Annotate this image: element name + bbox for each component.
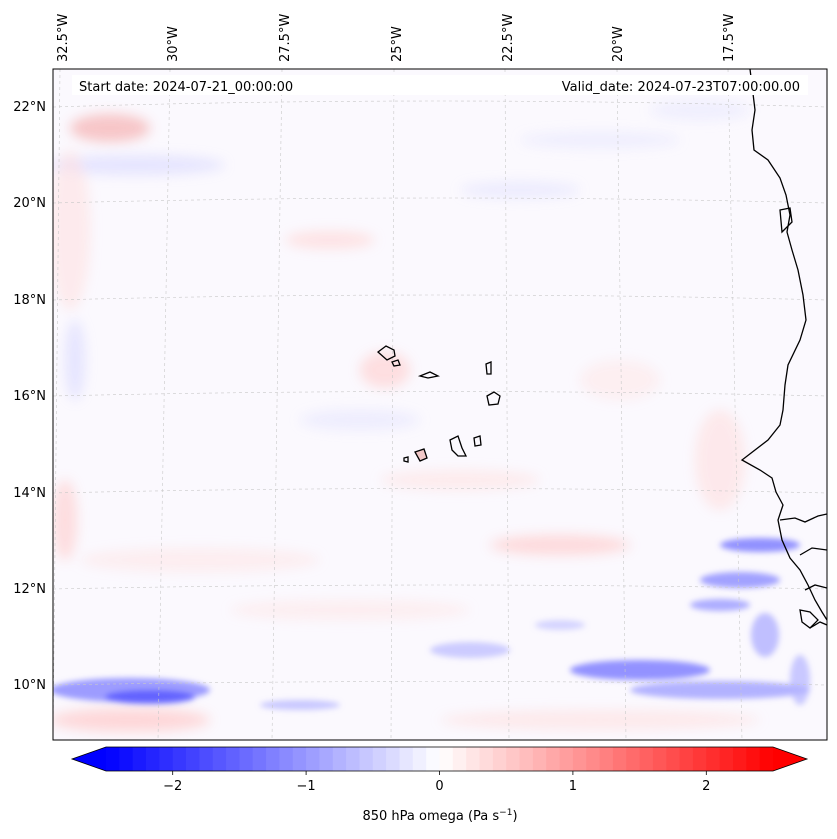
colorbar-cell	[692, 747, 707, 771]
colorbar-cell	[519, 747, 534, 771]
lat-label-12n: 12°N	[13, 582, 46, 597]
lon-label-20w: 20°W	[611, 26, 626, 62]
island-santo-antao	[376, 345, 396, 361]
colorbar-cell	[572, 747, 587, 771]
omega-field	[53, 100, 810, 732]
colorbar: −2 −1 0 1 2 850 hPa omega (Pa s−1)	[70, 746, 809, 824]
colorbar-cell	[266, 747, 281, 771]
colorbar-cell	[626, 747, 641, 771]
coastline	[740, 69, 827, 629]
colorbar-tick-label: 2	[702, 779, 710, 794]
colorbar-cells	[106, 747, 774, 771]
colorbar-ticks: −2 −1 0 1 2	[163, 771, 710, 794]
colorbar-cell	[706, 747, 721, 771]
colorbar-cell	[439, 747, 454, 771]
island-sao-vicente	[391, 359, 401, 367]
colorbar-cell	[172, 747, 187, 771]
lon-label-25w: 25°W	[390, 26, 405, 62]
colorbar-cell	[492, 747, 507, 771]
colorbar-cell	[599, 747, 614, 771]
colorbar-cell	[386, 747, 401, 771]
colorbar-cell	[586, 747, 601, 771]
colorbar-cell	[452, 747, 467, 771]
map-panel	[53, 69, 827, 740]
colorbar-tick-label: 0	[435, 779, 443, 794]
colorbar-cell	[252, 747, 267, 771]
gridlines	[53, 69, 827, 740]
colorbar-cell	[679, 747, 694, 771]
island-sao-nicolau	[417, 371, 440, 379]
colorbar-label: 850 hPa omega (Pa s−1)	[362, 808, 517, 824]
colorbar-cell	[306, 747, 321, 771]
colorbar-cell	[399, 747, 414, 771]
cape-verde-islands	[376, 345, 501, 463]
lon-label-32-5w: 32.5°W	[56, 14, 71, 62]
colorbar-cell	[239, 747, 254, 771]
lon-label-17-5w: 17.5°W	[722, 14, 737, 62]
lon-label-27-5w: 27.5°W	[278, 14, 293, 62]
colorbar-cell	[652, 747, 667, 771]
island-santiago	[449, 435, 468, 457]
lon-label-30w: 30°W	[166, 26, 181, 62]
island-maio	[473, 435, 482, 447]
lon-label-22-5w: 22.5°W	[501, 14, 516, 62]
colorbar-cell	[732, 747, 747, 771]
colorbar-cell	[466, 747, 481, 771]
colorbar-cell	[372, 747, 387, 771]
colorbar-cell	[719, 747, 734, 771]
colorbar-outline	[70, 746, 809, 772]
colorbar-cell	[279, 747, 294, 771]
lat-label-10n: 10°N	[13, 678, 46, 693]
lat-label-16n: 16°N	[13, 389, 46, 404]
valid-date-text: Valid_date: 2024-07-23T07:00:00.00	[562, 80, 800, 95]
latitude-labels: 22°N 20°N 18°N 16°N 14°N 12°N 10°N	[13, 100, 46, 693]
island-fogo	[414, 448, 428, 462]
map-background	[53, 69, 827, 740]
colorbar-cell	[119, 747, 134, 771]
start-date-text: Start date: 2024-07-21_00:00:00	[79, 80, 293, 95]
longitude-labels: 32.5°W 30°W 27.5°W 25°W 22.5°W 20°W 17.5…	[56, 14, 737, 62]
colorbar-cell	[506, 747, 521, 771]
colorbar-cell	[159, 747, 174, 771]
colorbar-cell	[346, 747, 361, 771]
lat-label-22n: 22°N	[13, 100, 46, 115]
colorbar-cell	[759, 747, 774, 771]
island-brava	[403, 456, 409, 463]
colorbar-cell	[212, 747, 227, 771]
colorbar-cell	[639, 747, 654, 771]
date-header: Start date: 2024-07-21_00:00:00 Valid_da…	[72, 75, 808, 95]
colorbar-cell	[319, 747, 334, 771]
colorbar-extend-low	[72, 747, 106, 771]
colorbar-cell	[146, 747, 160, 771]
date-header-box	[72, 75, 808, 95]
island-sal	[485, 361, 492, 375]
map-frame	[52, 68, 828, 741]
lat-label-18n: 18°N	[13, 293, 46, 308]
colorbar-cell	[559, 747, 574, 771]
colorbar-cell	[186, 747, 200, 771]
colorbar-cell	[132, 747, 147, 771]
colorbar-cell	[226, 747, 240, 771]
colorbar-cell	[666, 747, 681, 771]
colorbar-cell	[532, 747, 547, 771]
colorbar-extend-high	[773, 747, 807, 771]
colorbar-cell	[426, 747, 441, 771]
lat-label-14n: 14°N	[13, 486, 46, 501]
lat-label-20n: 20°N	[13, 196, 46, 211]
colorbar-tick-label: 1	[569, 779, 577, 794]
colorbar-tick-label: −2	[163, 779, 182, 794]
colorbar-cell	[106, 747, 120, 771]
colorbar-cell	[412, 747, 427, 771]
colorbar-cell	[359, 747, 374, 771]
colorbar-cell	[612, 747, 627, 771]
colorbar-cell	[546, 747, 561, 771]
colorbar-tick-label: −1	[297, 779, 316, 794]
colorbar-cell	[199, 747, 214, 771]
colorbar-cell	[332, 747, 347, 771]
colorbar-cell	[746, 747, 761, 771]
island-boa-vista	[486, 391, 501, 406]
colorbar-cell	[292, 747, 307, 771]
colorbar-cell	[479, 747, 494, 771]
